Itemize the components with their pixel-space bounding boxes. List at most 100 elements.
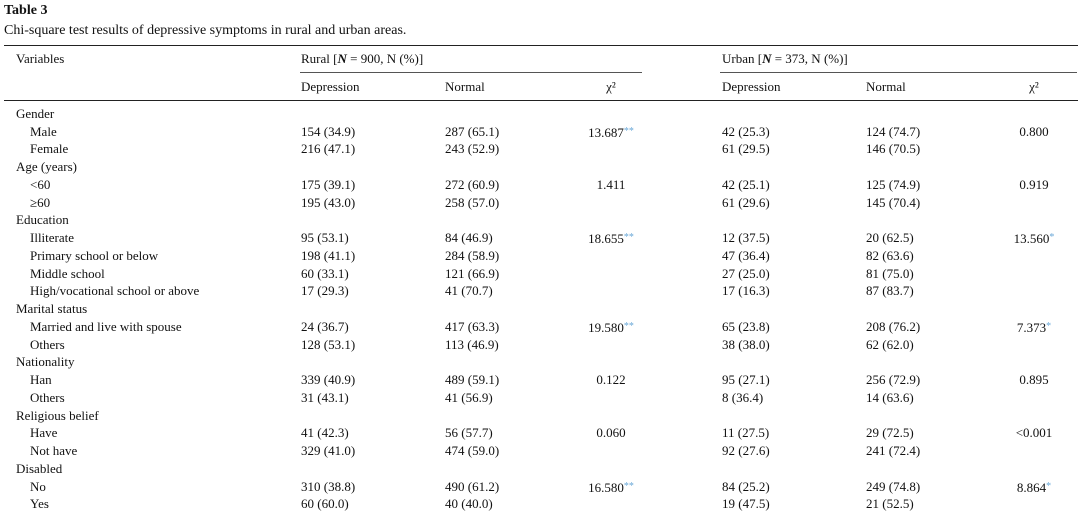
header-group: Rural [N = 900, N (%)]: [301, 50, 423, 68]
chi-square-value: 16.580: [588, 479, 624, 495]
significance-mark: **: [623, 232, 634, 244]
cell: 56 (57.7): [445, 425, 493, 441]
cell: 17 (29.3): [301, 283, 349, 299]
cell: 29 (72.5): [866, 425, 914, 441]
table-title: Table 3: [4, 3, 48, 18]
chi-square-cell: 13.560*: [984, 229, 1080, 248]
group-prefix: Urban [: [722, 51, 763, 66]
group-n: N: [762, 51, 772, 66]
table-caption: Chi-square test results of depressive sy…: [4, 23, 407, 38]
cell: 243 (52.9): [445, 141, 500, 157]
cell: 60 (60.0): [301, 496, 349, 512]
group-n: N: [337, 51, 347, 66]
row-label: Not have: [30, 443, 78, 459]
chi-square-value: 0.122: [596, 372, 626, 388]
cell: 61 (29.5): [722, 141, 770, 157]
chi-square-cell: 1.411: [561, 176, 661, 194]
cell: 27 (25.0): [722, 265, 770, 281]
column-header: χ²: [1029, 79, 1039, 94]
cell: 124 (74.7): [866, 123, 921, 139]
cell: 60 (33.1): [301, 265, 349, 281]
row-label: Yes: [30, 496, 49, 512]
cell: 490 (61.2): [445, 478, 500, 494]
group-rule: [720, 72, 1077, 73]
cell: 146 (70.5): [866, 141, 921, 157]
cell: 84 (25.2): [722, 478, 770, 494]
row-label: <60: [30, 176, 51, 192]
section-label: Nationality: [16, 354, 75, 370]
cell: 62 (62.0): [866, 336, 914, 352]
cell: 113 (46.9): [445, 336, 499, 352]
top-rule: [4, 45, 1078, 46]
cell: 11 (27.5): [722, 425, 770, 441]
cell: 41 (56.9): [445, 389, 493, 405]
chi-square-value: 0.895: [1019, 372, 1049, 388]
row-label: Male: [30, 123, 57, 139]
cell: 474 (59.0): [445, 443, 500, 459]
cell: 216 (47.1): [301, 141, 356, 157]
cell: 121 (66.9): [445, 265, 500, 281]
cell: 489 (59.1): [445, 372, 500, 388]
row-label: Female: [30, 141, 69, 157]
cell: 81 (75.0): [866, 265, 914, 281]
significance-mark: *: [1046, 320, 1052, 332]
column-header: Depression: [301, 79, 360, 94]
group-suffix: = 900, N (%)]: [346, 51, 424, 66]
row-label: Others: [30, 389, 65, 405]
chi-square-cell: 18.655**: [561, 229, 661, 248]
row-label: ≥60: [30, 194, 51, 210]
chi-square-cell: 0.800: [984, 123, 1080, 141]
cell: 272 (60.9): [445, 176, 500, 192]
section-label: Marital status: [16, 301, 88, 317]
cell: 24 (36.7): [301, 318, 349, 334]
cell: 310 (38.8): [301, 478, 356, 494]
chi-square-cell: 0.919: [984, 176, 1080, 194]
group-rule: [300, 72, 642, 73]
cell: 258 (57.0): [445, 194, 500, 210]
chi-square-value: <0.001: [1015, 425, 1053, 441]
cell: 125 (74.9): [866, 176, 921, 192]
significance-mark: **: [623, 480, 634, 492]
section-label: Disabled: [16, 460, 63, 476]
section-label: Gender: [16, 106, 55, 121]
cell: 175 (39.1): [301, 176, 356, 192]
cell: 42 (25.3): [722, 123, 770, 139]
column-header: Normal: [866, 79, 906, 94]
cell: 128 (53.1): [301, 336, 356, 352]
chi-square-value: 0.919: [1019, 176, 1049, 192]
significance-mark: **: [623, 320, 634, 332]
cell: 19 (47.5): [722, 496, 770, 512]
cell: 82 (63.6): [866, 247, 914, 263]
chi-square-cell: 0.060: [561, 424, 661, 442]
cell: 95 (27.1): [722, 372, 770, 388]
cell: 17 (16.3): [722, 283, 770, 299]
cell: 41 (70.7): [445, 283, 493, 299]
header-rule: [4, 100, 1078, 101]
section-label: Age (years): [16, 159, 77, 175]
cell: 241 (72.4): [866, 443, 921, 459]
cell: 87 (83.7): [866, 283, 914, 299]
row-label: Middle school: [30, 265, 105, 281]
chi-square-cell: 19.580**: [561, 318, 661, 337]
chi-square-cell: 16.580**: [561, 478, 661, 497]
cell: 284 (58.9): [445, 247, 500, 263]
cell: 208 (76.2): [866, 318, 921, 334]
cell: 8 (36.4): [722, 389, 764, 405]
cell: 329 (41.0): [301, 443, 356, 459]
header-variables: Variables: [16, 51, 65, 66]
column-header: Depression: [722, 79, 781, 94]
chi-square-value: 0.060: [596, 425, 626, 441]
cell: 417 (63.3): [445, 318, 500, 334]
cell: 95 (53.1): [301, 230, 349, 246]
chi-square-cell: <0.001: [984, 424, 1080, 442]
group-prefix: Rural [: [301, 51, 338, 66]
cell: 287 (65.1): [445, 123, 500, 139]
chi-square-value: 19.580: [588, 319, 624, 335]
row-label: Have: [30, 425, 58, 441]
chi-square-cell: 0.895: [984, 371, 1080, 389]
chi-square-cell: 7.373*: [984, 318, 1080, 337]
significance-mark: *: [1049, 232, 1055, 244]
significance-mark: *: [1046, 480, 1052, 492]
cell: 154 (34.9): [301, 123, 356, 139]
